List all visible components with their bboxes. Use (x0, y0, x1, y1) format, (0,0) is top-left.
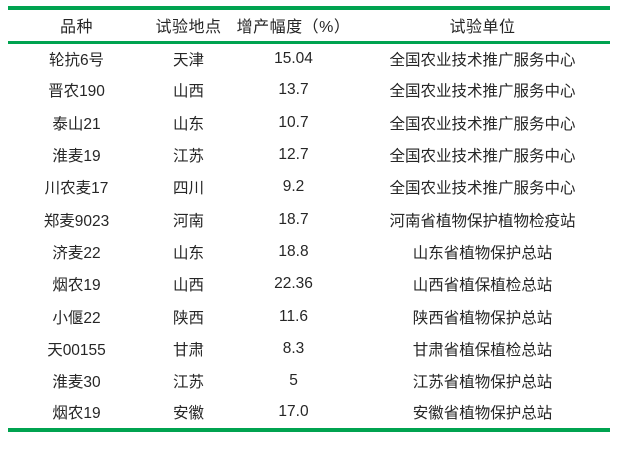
cell-variety: 济麦22 (52, 244, 101, 262)
table-row: 晋农190 山西 13.7 全国农业技术推广服务中心 (8, 74, 610, 106)
cell-location: 山东 (172, 115, 204, 133)
cell-location: 河南 (172, 212, 204, 230)
cell-location: 甘肃 (172, 341, 204, 359)
cell-unit: 全国农业技术推广服务中心 (389, 115, 576, 133)
table-row: 川农麦17 四川 9.2 全国农业技术推广服务中心 (8, 171, 610, 203)
header-cell-increase: 增产幅度（%） (236, 19, 351, 37)
table-row: 天00155 甘肃 8.3 甘肃省植保植检总站 (8, 333, 610, 365)
cell-variety: 烟农19 (52, 277, 101, 295)
cell-increase: 18.7 (278, 210, 309, 228)
cell-location: 天津 (172, 51, 204, 69)
cell-increase: 11.6 (278, 307, 309, 325)
cell-increase: 12.7 (278, 146, 309, 164)
cell-variety: 淮麦30 (52, 374, 101, 392)
cell-variety: 川农麦17 (44, 180, 109, 198)
wheat-variety-trial-table: 品种 试验地点 增产幅度（%） 试验单位 轮抗6号 天津 15.04 全国农业技… (8, 6, 610, 432)
cell-unit: 江苏省植物保护总站 (412, 374, 553, 392)
cell-increase: 13.7 (278, 81, 309, 99)
table-row: 烟农19 山西 22.36 山西省植保植检总站 (8, 268, 610, 300)
table-body: 轮抗6号 天津 15.04 全国农业技术推广服务中心 晋农190 山西 13.7… (8, 42, 610, 430)
cell-location: 江苏 (172, 374, 204, 392)
table-row: 烟农19 安徽 17.0 安徽省植物保护总站 (8, 397, 610, 429)
cell-variety: 郑麦9023 (43, 212, 110, 230)
cell-location: 陕西 (172, 309, 204, 327)
cell-variety: 泰山21 (52, 115, 101, 133)
trial-results-table: 品种 试验地点 增产幅度（%） 试验单位 轮抗6号 天津 15.04 全国农业技… (8, 6, 610, 432)
header-cell-variety: 品种 (59, 19, 93, 37)
cell-increase: 15.04 (274, 49, 313, 67)
cell-increase: 18.8 (278, 242, 309, 260)
cell-variety: 烟农19 (52, 405, 101, 423)
cell-unit: 山东省植物保护总站 (412, 244, 553, 262)
cell-variety: 晋农190 (48, 83, 105, 101)
cell-increase: 22.36 (274, 275, 313, 293)
table-row: 小偃22 陕西 11.6 陕西省植物保护总站 (8, 300, 610, 332)
table-row: 淮麦30 江苏 5 江苏省植物保护总站 (8, 365, 610, 397)
table-row: 郑麦9023 河南 18.7 河南省植物保护植物检疫站 (8, 203, 610, 235)
cell-variety: 天00155 (47, 341, 106, 359)
cell-unit: 河南省植物保护植物检疫站 (389, 212, 576, 230)
cell-unit: 安徽省植物保护总站 (412, 405, 553, 423)
cell-unit: 陕西省植物保护总站 (412, 309, 553, 327)
cell-location: 山西 (172, 277, 204, 295)
cell-variety: 小偃22 (52, 309, 101, 327)
table-row: 泰山21 山东 10.7 全国农业技术推广服务中心 (8, 107, 610, 139)
cell-variety: 轮抗6号 (48, 51, 105, 69)
cell-location: 四川 (172, 180, 204, 198)
cell-unit: 全国农业技术推广服务中心 (389, 83, 576, 101)
table-row: 淮麦19 江苏 12.7 全国农业技术推广服务中心 (8, 139, 610, 171)
header-cell-unit: 试验单位 (449, 19, 516, 37)
cell-increase: 10.7 (278, 113, 309, 131)
cell-location: 安徽 (172, 405, 204, 423)
cell-variety: 淮麦19 (52, 148, 101, 166)
cell-increase: 17.0 (278, 403, 309, 421)
table-header-row: 品种 试验地点 增产幅度（%） 试验单位 (8, 8, 610, 42)
cell-unit: 甘肃省植保植检总站 (412, 341, 553, 359)
cell-increase: 9.2 (282, 178, 305, 196)
cell-location: 江苏 (172, 148, 204, 166)
table-row: 济麦22 山东 18.8 山东省植物保护总站 (8, 236, 610, 268)
cell-unit: 全国农业技术推广服务中心 (389, 180, 576, 198)
cell-unit: 全国农业技术推广服务中心 (389, 51, 576, 69)
cell-increase: 8.3 (282, 339, 305, 357)
header-cell-location: 试验地点 (155, 19, 222, 37)
cell-increase: 5 (289, 372, 298, 390)
cell-unit: 全国农业技术推广服务中心 (389, 148, 576, 166)
cell-location: 山东 (172, 244, 204, 262)
cell-location: 山西 (172, 83, 204, 101)
cell-unit: 山西省植保植检总站 (412, 277, 553, 295)
table-row: 轮抗6号 天津 15.04 全国农业技术推广服务中心 (8, 42, 610, 74)
